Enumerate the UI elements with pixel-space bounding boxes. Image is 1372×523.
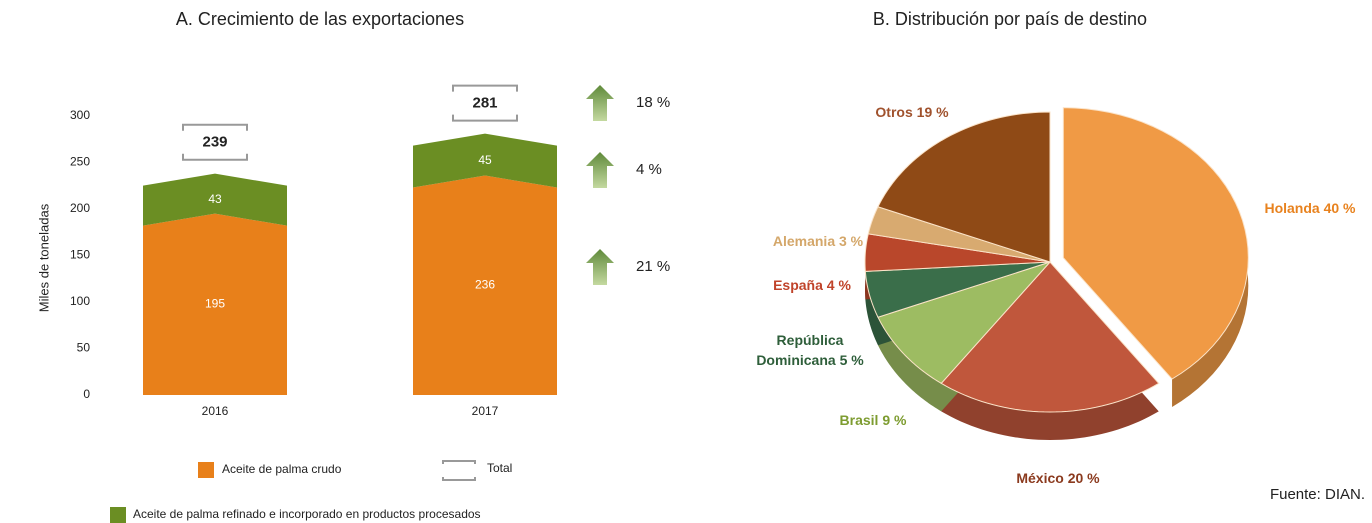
slice-label: Otros 19 % — [872, 102, 952, 122]
total-bracket — [452, 84, 518, 122]
y-tick-label: 300 — [70, 108, 90, 122]
legend-swatch — [198, 462, 214, 478]
slice-label: Brasil 9 % — [833, 410, 913, 430]
slice-name: Alemania — [772, 233, 836, 249]
legend-swatch — [442, 460, 476, 481]
slice-value: 5 % — [839, 352, 864, 368]
slice-value: 20 % — [1067, 470, 1100, 486]
slice-label: República Dominicana 5 % — [750, 330, 870, 370]
legend-label: Aceite de palma crudo — [222, 462, 342, 476]
slice-label: Holanda 40 % — [1260, 198, 1360, 218]
slice — [877, 111, 1051, 263]
bar-segment — [413, 175, 557, 395]
y-tick-label: 200 — [70, 201, 90, 215]
x-tick-label: 2016 — [202, 404, 229, 418]
pie — [864, 107, 1249, 440]
slice-label: España 4 % — [742, 275, 882, 295]
y-tick-label: 250 — [70, 155, 90, 169]
slice-side — [877, 262, 1050, 412]
total-label: 281 — [472, 95, 497, 112]
slice — [940, 261, 1160, 413]
slice-name: México — [1016, 470, 1064, 486]
slice-label: Alemania 3 % — [738, 231, 898, 251]
x-tick-label: 2017 — [472, 404, 499, 418]
growth-label: 4 % — [636, 161, 662, 178]
source: Fuente: DIAN. — [1270, 486, 1365, 503]
slice-name: Brasil — [839, 412, 879, 428]
growth-arrow — [586, 85, 614, 121]
growth-arrow — [586, 152, 614, 188]
legend-label: Total — [487, 461, 512, 475]
slice-name: República Dominicana — [756, 332, 844, 368]
data-label: 195 — [205, 296, 225, 310]
y-axis-label: Miles de toneladas — [36, 203, 51, 312]
slice-name: Holanda — [1264, 200, 1320, 216]
growth-arrow — [586, 249, 614, 285]
data-label: 236 — [475, 277, 495, 291]
total-label: 239 — [202, 134, 227, 151]
slice — [864, 261, 1051, 318]
y-tick-label: 0 — [83, 387, 90, 401]
slice — [1062, 107, 1249, 380]
total-bracket — [182, 123, 248, 161]
y-tick-label: 50 — [77, 341, 91, 355]
slice — [867, 206, 1051, 263]
slice-value: 4 % — [826, 277, 851, 293]
chart-title: B. Distribución por país de destino — [873, 9, 1147, 29]
slice — [877, 260, 1052, 384]
y-tick-label: 100 — [70, 294, 90, 308]
legend-label: Aceite de palma refinado e incorporado e… — [133, 507, 481, 521]
bar-segment — [143, 173, 287, 226]
chart-title: A. Crecimiento de las exportaciones — [176, 9, 464, 29]
legend-swatch — [110, 507, 126, 523]
bar-segment — [143, 213, 287, 395]
slice-label: México 20 % — [1008, 468, 1108, 488]
y-tick-label: 150 — [70, 248, 90, 262]
slice-value: 40 % — [1323, 200, 1356, 216]
bar-segment — [413, 133, 557, 188]
slice-value: 9 % — [882, 412, 907, 428]
growth-label: 21 % — [636, 258, 670, 275]
data-label: 45 — [478, 153, 492, 167]
slice-value: 3 % — [839, 233, 864, 249]
slice-name: España — [773, 277, 823, 293]
slice-value: 19 % — [916, 104, 949, 120]
growth-label: 18 % — [636, 94, 670, 111]
data-label: 43 — [208, 192, 222, 206]
slice — [864, 233, 1051, 272]
slice-name: Otros — [875, 104, 913, 120]
